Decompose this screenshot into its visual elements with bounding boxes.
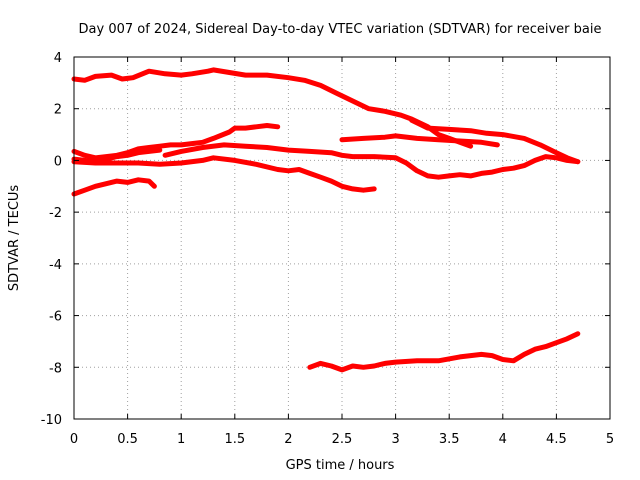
- x-tick-label: 1.5: [224, 432, 245, 447]
- y-tick-label: -10: [41, 413, 62, 428]
- x-tick-label: 0: [70, 432, 78, 447]
- series-line-arc-6: [71, 177, 157, 197]
- series-line-arc-1: [71, 67, 474, 149]
- y-tick-label: -8: [49, 361, 62, 376]
- axis-ticks: 0 0.5 1 1.5 2 2.5 3 3.5 4 4.5 5 4 2 0 -2 -4 -6 -8 -10: [41, 51, 614, 447]
- x-tick-label: 4.5: [546, 432, 567, 447]
- series-line-arc-4: [71, 155, 377, 193]
- chart-title: Day 007 of 2024, Sidereal Day-to-day VTE…: [79, 22, 602, 37]
- x-tick-label: 4: [499, 432, 507, 447]
- y-tick-label: 2: [54, 103, 62, 118]
- x-tick-label: 3.5: [439, 432, 460, 447]
- series-line-arc-9: [307, 331, 581, 373]
- y-tick-label: 4: [54, 51, 62, 66]
- x-tick-label: 1: [177, 432, 185, 447]
- series-line-arc-8: [409, 117, 581, 165]
- y-axis-label: SDTVAR / TECUs: [7, 185, 22, 292]
- x-tick-label: 3: [391, 432, 399, 447]
- x-tick-label: 2.5: [332, 432, 353, 447]
- series-line-arc-5: [162, 142, 581, 180]
- x-tick-label: 0.5: [117, 432, 138, 447]
- data-series: [71, 67, 581, 373]
- x-tick-label: 5: [606, 432, 614, 447]
- y-tick-label: -6: [49, 310, 62, 325]
- x-axis-label: GPS time / hours: [286, 458, 395, 473]
- x-tick-label: 2: [284, 432, 292, 447]
- y-tick-label: -4: [49, 258, 62, 273]
- grid: [74, 57, 610, 419]
- y-tick-label: 0: [54, 154, 62, 169]
- y-tick-label: -2: [49, 206, 62, 221]
- series-line-arc-7: [339, 133, 500, 148]
